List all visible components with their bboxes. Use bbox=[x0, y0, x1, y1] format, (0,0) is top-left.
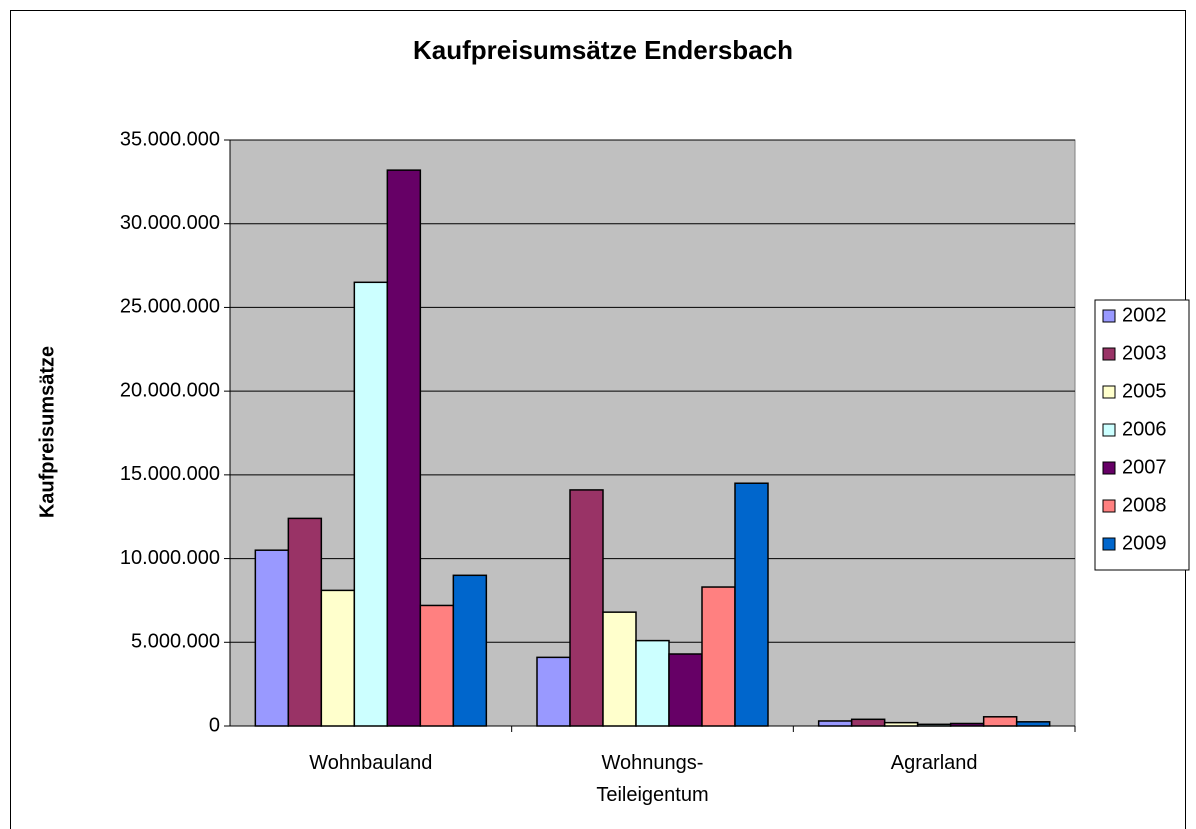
legend-label: 2005 bbox=[1122, 380, 1167, 402]
bar bbox=[536, 656, 571, 727]
bar bbox=[949, 722, 985, 727]
legend-label: 2006 bbox=[1122, 418, 1167, 440]
bar bbox=[883, 721, 919, 727]
bar bbox=[668, 653, 703, 727]
legend-swatch bbox=[1102, 499, 1116, 513]
y-tick-label: 10.000.000 bbox=[120, 547, 220, 569]
bar bbox=[419, 604, 455, 727]
bar bbox=[353, 281, 389, 727]
bar bbox=[254, 549, 290, 727]
y-tick-label: 35.000.000 bbox=[120, 128, 220, 150]
legend-swatch bbox=[1102, 461, 1116, 475]
bar bbox=[320, 589, 356, 727]
bar bbox=[1015, 721, 1051, 727]
bar bbox=[635, 639, 670, 727]
legend-label: 2003 bbox=[1122, 342, 1167, 364]
y-axis-title: Kaufpreisumsätze bbox=[36, 346, 58, 518]
bar bbox=[982, 716, 1018, 727]
bar bbox=[569, 489, 604, 727]
legend-swatch bbox=[1102, 423, 1116, 437]
y-tick-label: 25.000.000 bbox=[120, 296, 220, 318]
bar bbox=[850, 718, 886, 727]
y-tick-label: 0 bbox=[209, 714, 220, 736]
y-tick-label: 5.000.000 bbox=[131, 631, 220, 653]
chart-title: Kaufpreisumsätze Endersbach bbox=[413, 35, 793, 65]
y-tick-label: 20.000.000 bbox=[120, 379, 220, 401]
legend-swatch bbox=[1102, 347, 1116, 361]
legend-label: 2002 bbox=[1122, 304, 1167, 326]
x-tick-label: Agrarland bbox=[891, 752, 978, 774]
y-tick-label: 15.000.000 bbox=[120, 463, 220, 485]
bar bbox=[386, 169, 422, 727]
bar bbox=[287, 517, 323, 727]
y-tick-label: 30.000.000 bbox=[120, 212, 220, 234]
legend-swatch bbox=[1102, 309, 1116, 323]
x-tick-label: Wohnbauland bbox=[309, 752, 432, 774]
legend-swatch bbox=[1102, 385, 1116, 399]
legend-label: 2008 bbox=[1122, 494, 1167, 516]
bar bbox=[734, 482, 769, 727]
bar bbox=[602, 611, 637, 727]
bar bbox=[916, 723, 952, 727]
x-tick-label: Wohnungs-Teileigentum bbox=[596, 752, 708, 806]
legend-label: 2009 bbox=[1122, 532, 1167, 554]
bar bbox=[817, 720, 853, 727]
legend-label: 2007 bbox=[1122, 456, 1167, 478]
bar bbox=[452, 574, 488, 727]
legend-swatch bbox=[1102, 537, 1116, 551]
bar bbox=[701, 586, 736, 727]
